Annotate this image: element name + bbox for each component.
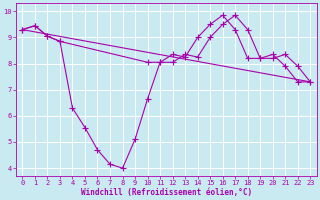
X-axis label: Windchill (Refroidissement éolien,°C): Windchill (Refroidissement éolien,°C) [81,188,252,197]
